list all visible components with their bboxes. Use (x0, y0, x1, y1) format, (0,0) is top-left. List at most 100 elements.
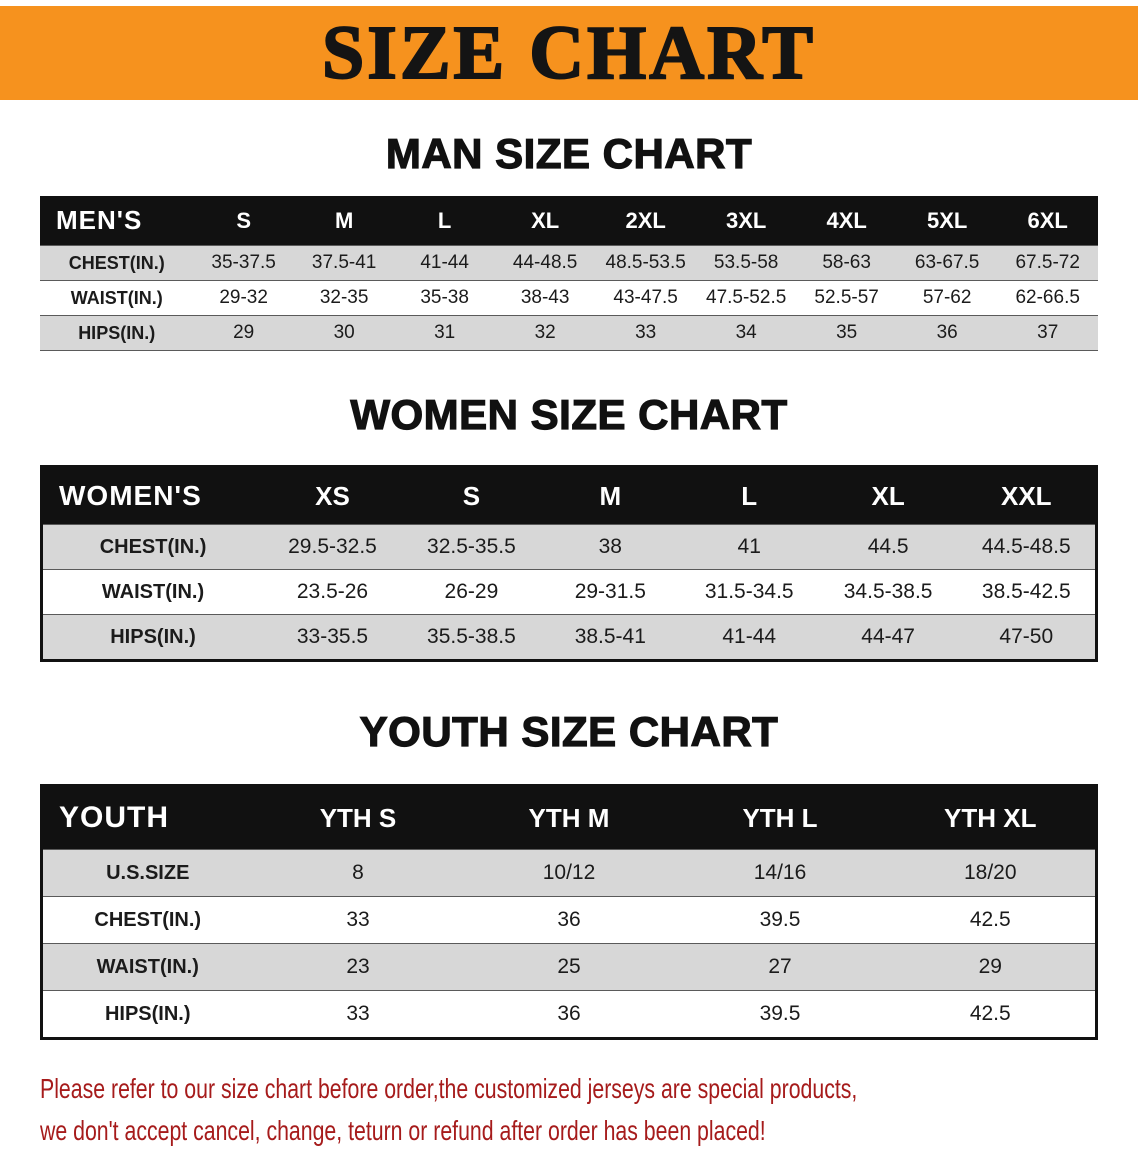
table-cell: 63-67.5 (914, 252, 980, 273)
table-cell: 29-32 (219, 287, 268, 308)
women-column-header-l: L (679, 466, 819, 525)
table-cell: 47.5-52.5 (706, 287, 787, 308)
table-cell: 37 (1037, 322, 1059, 343)
page-title: SIZE CHART (321, 11, 816, 95)
youth-column-header-yth-xl: YTH XL (885, 785, 1097, 850)
table-cell: 39.5 (759, 908, 801, 931)
table-cell: 29.5-32.5 (288, 535, 377, 558)
women-row-hips-in: HIPS(IN.) 33-35.5 35.5-38.5 38.5-41 41-44 44-… (41, 614, 1097, 661)
women-row-waist-in: WAIST(IN.) 23.5-26 26-29 29-31.5 31.5-34.5 34… (41, 569, 1097, 615)
row-label: U.S.SIZE (106, 861, 190, 884)
youth-header-row: YOUTH YTH S YTH M YTH L YTH XL (41, 785, 1097, 850)
table-cell: 27 (768, 955, 792, 978)
youth-size-table: YOUTH YTH S YTH M YTH L YTH XL U.S.SIZE 8 10/12… (40, 784, 1098, 1040)
table-cell: 30 (333, 322, 355, 343)
table-cell: 23 (346, 955, 370, 978)
table-cell: 37.5-41 (311, 252, 377, 273)
table-cell: 38-43 (520, 287, 570, 308)
table-cell: 39.5 (759, 1002, 801, 1025)
women-header-row: WOMEN'S XS S M L XL XXL (41, 466, 1097, 525)
table-cell: 41-44 (722, 625, 777, 648)
table-cell: 41-44 (420, 252, 469, 273)
banner: SIZE CHART (0, 6, 1138, 100)
youth-row-chest-in: CHEST(IN.) 33 36 39.5 42.5 (41, 896, 1097, 944)
table-cell: 10/12 (542, 861, 596, 884)
notice-line-1: Please refer to our size chart before or… (40, 1073, 858, 1104)
men-column-header-l: L (394, 196, 495, 246)
men-column-header-6xl: 6XL (997, 196, 1098, 246)
men-column-header-2xl: 2XL (595, 196, 696, 246)
size-chart-page: SIZE CHART MAN SIZE CHART MEN'S S M L XL 2XL 3… (0, 6, 1138, 1146)
men-row-chest-in: CHEST(IN.) 35-37.5 37.5-41 41-44 44-48.5 48.5… (40, 245, 1098, 281)
men-column-header-m: M (293, 196, 395, 246)
women-column-header-m: M (540, 466, 680, 525)
table-cell: 33 (346, 1002, 370, 1025)
youth-column-header-yth-m: YTH M (463, 785, 675, 850)
table-cell: 25 (557, 955, 581, 978)
youth-section-heading: YOUTH SIZE CHART (359, 707, 779, 755)
table-cell: 26-29 (444, 580, 499, 603)
row-label: CHEST(IN.) (99, 535, 207, 558)
men-column-header-xl: XL (494, 196, 596, 246)
table-cell: 31 (434, 322, 456, 343)
men-section-heading: MAN SIZE CHART (385, 129, 753, 177)
row-label: WAIST(IN.) (101, 580, 205, 603)
table-cell: 41 (737, 535, 761, 558)
table-cell: 36 (936, 322, 958, 343)
table-cell: 34.5-38.5 (843, 580, 933, 603)
youth-row-u-s-size: U.S.SIZE 8 10/12 14/16 18/20 (41, 849, 1097, 897)
table-cell: 33 (635, 322, 657, 343)
table-cell: 31.5-34.5 (704, 580, 794, 603)
women-corner-label: WOMEN'S (41, 466, 264, 525)
men-corner-label: MEN'S (40, 196, 194, 246)
table-cell: 38 (598, 535, 622, 558)
row-label: CHEST(IN.) (68, 252, 165, 273)
table-cell: 35-37.5 (211, 252, 276, 273)
table-cell: 44-47 (861, 625, 915, 648)
table-cell: 29-31.5 (574, 580, 646, 603)
table-cell: 48.5-53.5 (605, 252, 686, 273)
youth-corner-label: YOUTH (41, 785, 253, 850)
row-label: WAIST(IN.) (70, 287, 163, 308)
women-column-header-xl: XL (818, 466, 958, 525)
table-cell: 67.5-72 (1015, 252, 1080, 273)
table-cell: 32-35 (319, 287, 369, 308)
table-cell: 29 (233, 322, 255, 343)
table-cell: 42.5 (969, 908, 1011, 931)
table-cell: 57-62 (922, 287, 972, 308)
table-cell: 18/20 (963, 861, 1017, 884)
table-cell: 62-66.5 (1015, 287, 1080, 308)
women-column-header-s: S (401, 466, 541, 525)
table-cell: 44.5-48.5 (981, 535, 1071, 558)
row-label: HIPS(IN.) (110, 625, 196, 648)
men-column-header-s: S (193, 196, 294, 246)
men-row-hips-in: HIPS(IN.) 29 30 31 32 33 34 35 36 37 (40, 315, 1098, 351)
table-cell: 35 (836, 322, 858, 343)
table-cell: 52.5-57 (814, 287, 879, 308)
table-cell: 35-38 (420, 287, 469, 308)
footer-notice: Please refer to our size chart before or… (40, 1068, 1108, 1152)
table-cell: 38.5-41 (574, 625, 646, 648)
women-section: WOMEN SIZE CHART WOMEN'S XS S M L XL XXL CHEST(… (0, 390, 1138, 662)
table-cell: 44.5 (867, 535, 909, 558)
table-cell: 44-48.5 (512, 252, 578, 273)
mens-size-table: MEN'S S M L XL 2XL 3XL 4XL 5XL 6XL CHEST(IN.) 35-37… (40, 196, 1098, 351)
table-cell: 47-50 (999, 625, 1054, 648)
table-cell: 53.5-58 (713, 252, 779, 273)
table-cell: 34 (735, 322, 757, 343)
women-column-header-xs: XS (263, 466, 402, 525)
women-column-header-xxl: XXL (957, 466, 1097, 525)
table-cell: 32 (534, 322, 556, 343)
men-column-header-4xl: 4XL (796, 196, 897, 246)
table-cell: 23.5-26 (296, 580, 369, 603)
women-section-heading: WOMEN SIZE CHART (350, 390, 788, 438)
men-row-waist-in: WAIST(IN.) 29-32 32-35 35-38 38-43 43-47.5 47.… (40, 280, 1098, 316)
table-cell: 33 (346, 908, 370, 931)
men-section: MAN SIZE CHART MEN'S S M L XL 2XL 3XL 4XL 5XL 6XL… (0, 129, 1138, 351)
row-label: CHEST(IN.) (94, 908, 202, 931)
table-cell: 8 (352, 861, 364, 884)
row-label: WAIST(IN.) (96, 955, 199, 978)
youth-section: YOUTH SIZE CHART YOUTH YTH S YTH M YTH L YTH… (0, 707, 1138, 1040)
table-cell: 36 (557, 908, 581, 931)
table-cell: 33-35.5 (296, 625, 369, 648)
